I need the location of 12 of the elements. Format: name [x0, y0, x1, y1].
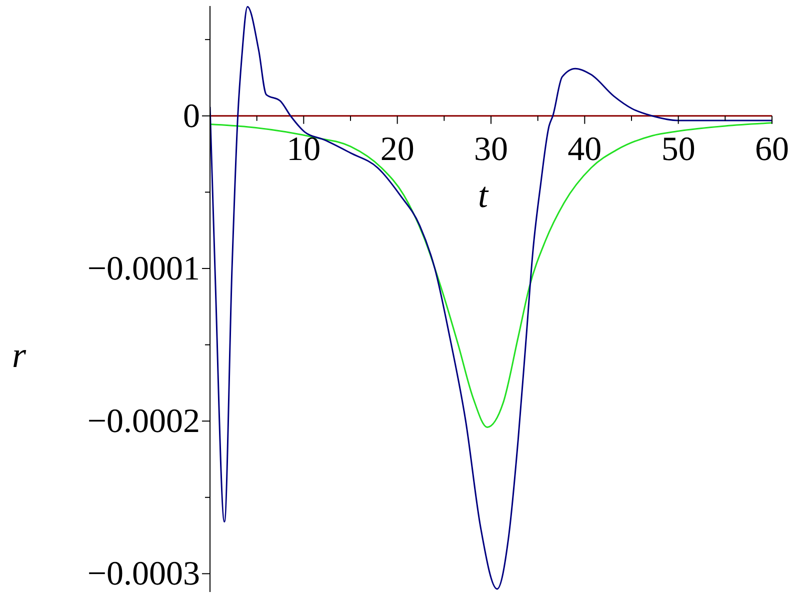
- x-tick-label: 30: [474, 130, 508, 168]
- x-tick-label: 60: [755, 130, 789, 168]
- x-tick-label: 20: [380, 130, 414, 168]
- x-tick-label: 10: [286, 130, 321, 168]
- y-tick-label: −0.0002: [87, 403, 200, 440]
- y-tick-label: −0.0003: [87, 556, 200, 593]
- y-axis-title: r: [12, 334, 26, 376]
- y-tick-label: −0.0001: [87, 250, 200, 288]
- y-tick-label: 0: [183, 98, 200, 135]
- x-tick-label: 40: [568, 130, 602, 168]
- x-tick-label: 50: [661, 130, 696, 168]
- x-axis-title: t: [478, 174, 488, 216]
